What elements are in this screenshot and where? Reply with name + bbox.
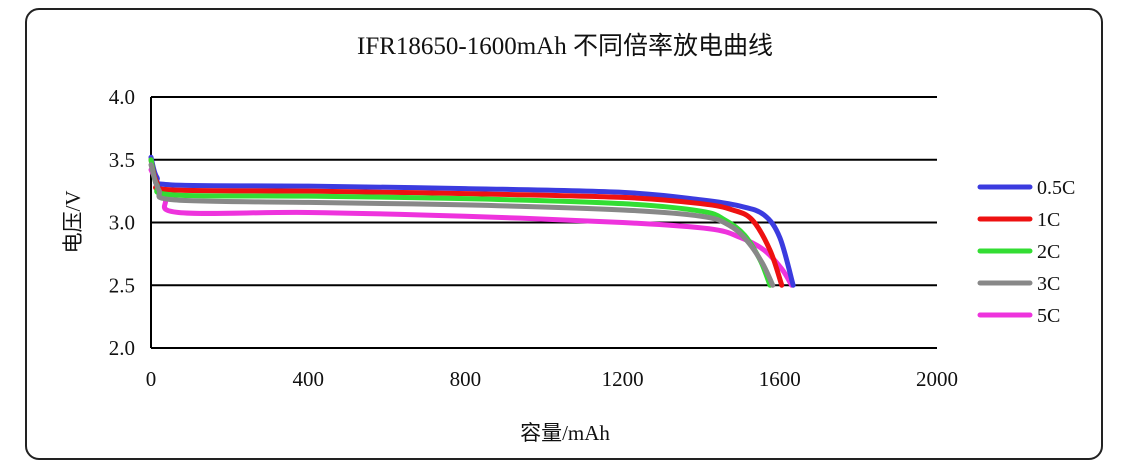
y-tick-label: 3.5 (109, 148, 135, 172)
x-axis-label: 容量/mAh (520, 421, 610, 445)
series-line-3C (148, 162, 776, 288)
x-tick-label: 1600 (759, 367, 801, 391)
legend-label: 1C (1037, 209, 1060, 231)
y-tick-label: 2.5 (109, 273, 135, 297)
y-axis-label: 电压/V (61, 191, 85, 254)
y-tick-label: 2.0 (109, 336, 135, 360)
y-tick-label: 3.0 (109, 211, 135, 235)
x-tick-label: 1200 (602, 367, 644, 391)
chart-title: IFR18650-1600mAh 不同倍率放电曲线 (357, 32, 773, 60)
x-tick-label: 400 (292, 367, 324, 391)
series-line-5C (148, 167, 795, 288)
legend-label: 0.5C (1037, 177, 1075, 199)
y-tick-label: 4.0 (109, 85, 135, 109)
legend-label: 5C (1037, 305, 1060, 327)
x-tick-label: 2000 (916, 367, 958, 391)
chart-frame (25, 8, 1103, 460)
legend-label: 3C (1037, 273, 1060, 295)
x-tick-label: 800 (450, 367, 482, 391)
x-tick-label: 0 (146, 367, 157, 391)
series-line-1C (148, 157, 785, 288)
series-line-0.5C (148, 154, 796, 288)
legend-label: 2C (1037, 241, 1060, 263)
